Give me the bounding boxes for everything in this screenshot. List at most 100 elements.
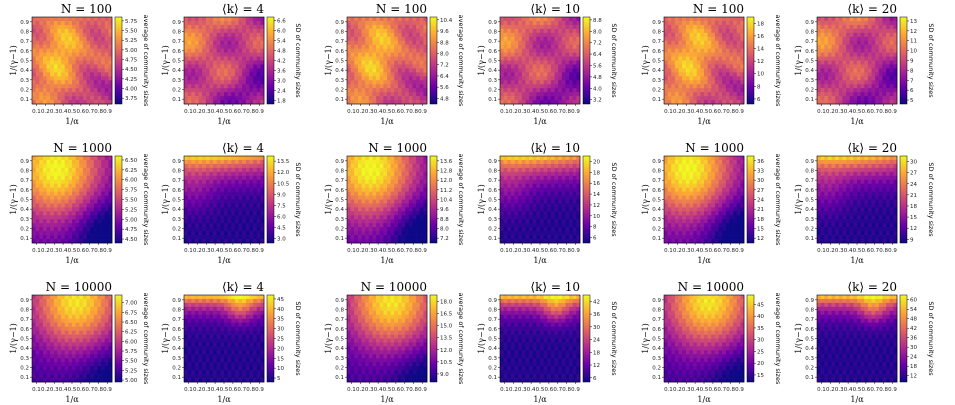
heatmap-cell [401,227,406,232]
heatmap-cell [547,48,552,53]
heatmap-cell [736,28,741,34]
heatmap-cell [224,72,228,77]
heatmap-cell [57,223,62,228]
heatmap-cell [231,60,236,65]
heatmap-cell [93,215,98,220]
heatmap-cell [97,156,102,161]
heatmap-cell [32,156,36,161]
heatmap-cell [256,211,261,216]
heatmap-cell [64,163,69,169]
heatmap-cell [350,60,355,65]
heatmap-cell [540,20,544,26]
x-tick-label: 0.3 [202,248,211,254]
heatmap-cell [416,64,421,69]
heatmap-cell [878,84,883,89]
heatmap-cell [350,76,355,81]
heatmap-cell [213,96,218,101]
heatmap-cell [664,100,668,105]
heatmap-cell [108,199,113,204]
heatmap-cell [572,28,577,34]
heatmap-cell [372,44,377,49]
heatmap-cell [194,231,199,236]
heatmap-cell [213,183,218,188]
heatmap-cell [50,231,55,236]
heatmap-cell [39,163,44,169]
heatmap-cell [50,96,55,101]
heatmap-cell [689,17,694,22]
heatmap-cell [68,187,73,192]
heatmap-cell [79,183,84,188]
heatmap-cell [405,76,410,81]
heatmap-cell [350,17,355,22]
heatmap-cell [82,56,87,61]
heatmap-cell [510,80,515,85]
heatmap-cell [729,76,734,81]
x-tick-label: 0.9 [888,109,897,115]
x-axis-label: 1/α [697,117,711,126]
heatmap-cell [209,40,214,46]
heatmap-cell [704,72,708,77]
heatmap-cell [79,231,84,236]
heatmap-cell [671,20,676,26]
heatmap-cell [867,28,872,34]
heatmap-cell [736,20,741,26]
heatmap-cell [860,56,865,61]
heatmap-cell [871,40,876,46]
heatmap-cell [249,20,254,26]
heatmap-cell [209,44,214,49]
heatmap-cell [857,28,861,34]
heatmap-cell [540,100,544,105]
heatmap-cell [209,92,214,97]
heatmap-cell [419,76,424,81]
heatmap-cell [253,84,258,89]
heatmap-cell [368,163,373,169]
heatmap-cell [849,64,854,69]
heatmap-cell [108,156,113,161]
heatmap-cell [893,88,898,93]
heatmap-cell [253,235,258,240]
heatmap-cell [835,60,840,65]
heatmap-cell [347,40,351,46]
heatmap-cell [75,171,80,177]
heatmap-cell [387,231,391,236]
heatmap-cell [849,20,854,26]
heatmap-cell [260,36,265,42]
y-tick-label: 0.4 [20,207,29,213]
heatmap-cell [191,20,196,26]
heatmap-cell [543,72,548,77]
heatmap-cell [57,64,62,69]
heatmap-cell [357,211,362,216]
heatmap-cell [42,68,47,73]
heatmap-cell [253,231,258,236]
heatmap-cell [46,68,51,73]
heatmap-cell [558,72,563,77]
heatmap-cell [184,80,188,85]
heatmap-cell [674,76,679,81]
heatmap-cell [383,239,388,244]
heatmap-cell [423,215,428,220]
heatmap-cell [423,52,428,57]
heatmap-cell [68,203,73,208]
heatmap-cell [405,92,410,97]
heatmap-cell [213,163,218,169]
heatmap-cell [722,56,727,61]
heatmap-cell [61,24,66,30]
heatmap-cell [64,88,69,93]
heatmap-cell [817,64,821,69]
heatmap-cell [205,199,210,204]
heatmap-cell [729,72,734,77]
heatmap-cell [401,28,406,34]
heatmap-cell [696,40,701,46]
heatmap-cell [90,84,95,89]
heatmap-cell [714,32,719,38]
heatmap-cell [664,48,668,53]
heatmap-cell [46,183,51,188]
heatmap-cell [191,80,196,85]
heatmap-cell [198,84,203,89]
heatmap-cell [405,171,410,177]
heatmap-cell [245,171,250,177]
heatmap-cell [525,64,530,69]
heatmap-cell [674,17,679,22]
heatmap-cell [231,195,236,200]
heatmap-cell [849,76,854,81]
